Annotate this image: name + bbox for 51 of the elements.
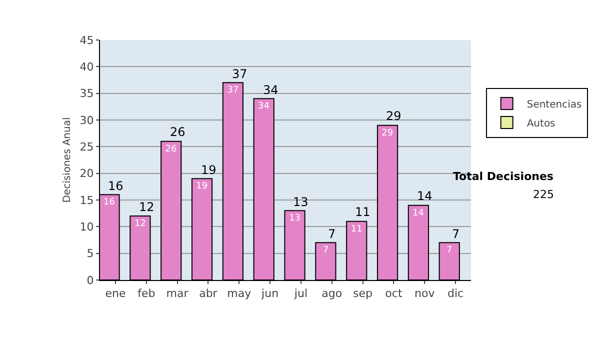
annotation: 34 <box>263 83 278 97</box>
annotation: 26 <box>170 125 186 139</box>
x-tick-label: jul <box>293 287 308 300</box>
x-tick-label: oct <box>385 287 403 300</box>
x-tick-label: feb <box>138 287 156 300</box>
annotation: 16 <box>108 179 124 193</box>
data-label: 7 <box>446 246 452 256</box>
x-tick-label: dic <box>447 287 464 300</box>
annotation: 7 <box>452 227 460 241</box>
data-label: 12 <box>134 219 146 229</box>
data-label: 29 <box>382 128 394 138</box>
y-axis-title: Decisiones Anual <box>62 117 73 203</box>
x-tick-label: sep <box>353 287 373 300</box>
annotation: 11 <box>355 205 370 219</box>
y-tick-label: 40 <box>80 60 94 74</box>
data-label: 26 <box>165 144 177 154</box>
data-label: 13 <box>289 214 300 224</box>
data-label: 19 <box>196 182 208 192</box>
x-tick-label: jun <box>260 287 279 300</box>
x-tick-label: ene <box>105 287 126 300</box>
annotation: Total Decisiones <box>453 170 554 183</box>
y-tick-label: 0 <box>86 274 94 287</box>
data-label: 16 <box>103 198 116 208</box>
data-label: 34 <box>258 102 270 112</box>
annotation: 7 <box>328 227 336 241</box>
data-label: 11 <box>350 224 362 234</box>
y-tick-label: 10 <box>80 220 94 234</box>
annotation: 13 <box>293 195 308 209</box>
annotation: 19 <box>201 163 216 177</box>
annotation: 29 <box>386 109 402 123</box>
annotation: 12 <box>139 200 154 214</box>
y-tick-label: 25 <box>80 140 94 154</box>
y-tick-label: 30 <box>80 114 94 127</box>
legend-label: Autos <box>526 118 556 130</box>
data-label: 7 <box>322 246 329 256</box>
annotation: 14 <box>417 189 432 203</box>
x-tick-label: may <box>227 287 252 300</box>
data-label: 14 <box>412 208 424 218</box>
y-tick-label: 20 <box>80 167 94 180</box>
annotation: 37 <box>232 67 248 81</box>
x-tick-label: abr <box>199 287 218 300</box>
y-tick-label: 35 <box>80 87 94 100</box>
x-tick-label: mar <box>166 287 189 300</box>
text: 225 <box>533 188 554 201</box>
y-tick-label: 45 <box>80 34 94 47</box>
x-tick-label: ago <box>322 287 342 300</box>
x-tick-label: nov <box>414 287 436 300</box>
y-tick-label: 5 <box>86 247 94 260</box>
legend-label: Sentencias <box>526 99 582 110</box>
y-tick-label: 15 <box>80 194 94 207</box>
data-label: 37 <box>227 86 239 96</box>
